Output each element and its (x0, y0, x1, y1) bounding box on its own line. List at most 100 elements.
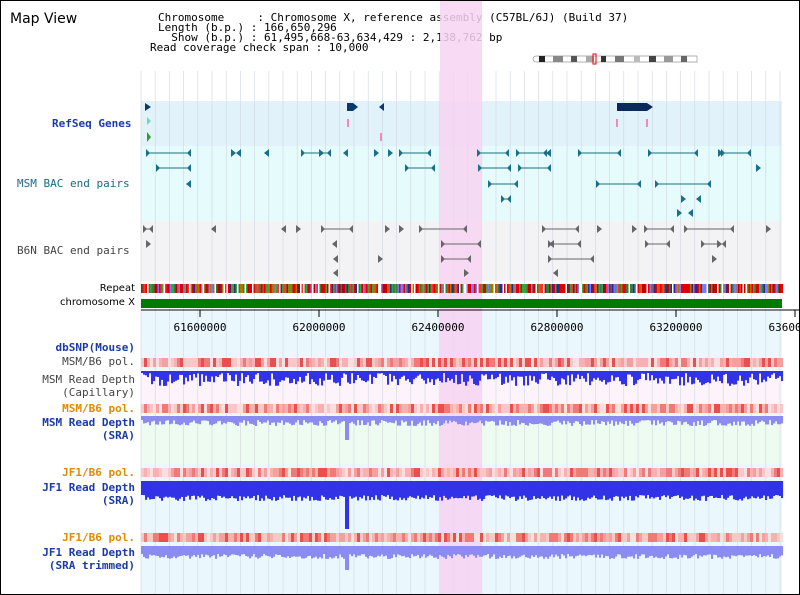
read-depth-bar (721, 371, 724, 384)
repeat-segment (147, 284, 149, 293)
polymorphism-cell (240, 358, 244, 367)
read-depth-bar (713, 416, 716, 421)
polymorphism-cell (327, 404, 331, 413)
read-depth-bar (755, 416, 758, 421)
polymorphism-cell (471, 404, 475, 413)
read-depth-bar (529, 416, 532, 424)
read-depth-bar (403, 546, 406, 556)
polymorphism-cell (579, 533, 583, 542)
read-depth-bar (459, 546, 462, 555)
polymorphism-cell (327, 358, 331, 367)
read-depth-bar (373, 416, 376, 421)
read-depth-bar (435, 481, 438, 501)
repeat-segment (492, 284, 494, 293)
repeat-segment (375, 284, 377, 293)
polymorphism-cell (669, 533, 673, 542)
read-depth-bar (725, 371, 728, 374)
polymorphism-cell (519, 533, 523, 542)
polymorphism-cell (441, 468, 445, 477)
repeat-segment (273, 284, 275, 293)
polymorphism-cell (264, 358, 268, 367)
read-depth-bar (375, 481, 378, 496)
read-depth-bar (737, 546, 740, 556)
repeat-segment (502, 284, 505, 293)
repeat-segment (406, 284, 409, 293)
track-label-msm-read-depth-capillary[interactable]: MSM Read Depth (42, 373, 135, 386)
polymorphism-cell (426, 533, 430, 542)
read-depth-bar (651, 371, 654, 376)
read-depth-bar (143, 416, 146, 424)
read-depth-bar (683, 481, 686, 500)
track-label-msm-read-depth-sra[interactable]: MSM Read Depth (42, 416, 135, 429)
read-depth-bar (519, 546, 522, 557)
polymorphism-cell (483, 468, 487, 477)
track-label-msm-b6-pol-sra[interactable]: MSM/B6 pol. (62, 402, 135, 415)
read-depth-bar (377, 546, 380, 556)
read-depth-bar (275, 546, 278, 555)
read-depth-bar (233, 371, 236, 382)
chromosome-idiogram-icon[interactable] (531, 53, 699, 65)
read-depth-bar (639, 371, 642, 379)
msm-bac-pair-end (187, 164, 191, 172)
repeat-segment (766, 284, 769, 293)
polymorphism-cell (738, 404, 742, 413)
polymorphism-cell (180, 404, 184, 413)
read-depth-bar (239, 416, 242, 423)
read-depth-bar (673, 416, 676, 425)
read-depth-bar (407, 416, 410, 426)
track-label-jf1-b6-pol[interactable]: JF1/B6 pol. (62, 466, 135, 479)
read-depth-bar (503, 371, 506, 384)
read-depth-bar (179, 481, 182, 499)
read-depth-bar (547, 481, 550, 498)
msm-bac-pair-end (637, 180, 641, 188)
track-label-refseq-genes[interactable]: RefSeq Genes (52, 117, 132, 130)
b6n-bac-pair-end (670, 225, 674, 233)
polymorphism-cell (723, 468, 727, 477)
track-label-msm-bac[interactable]: MSM BAC end pairs (17, 177, 130, 190)
repeat-segment (304, 284, 307, 293)
read-depth-bar (565, 371, 568, 385)
repeat-segment (343, 284, 346, 293)
polymorphism-cell (351, 468, 355, 477)
polymorphism-cell (174, 358, 178, 367)
read-depth-bar (155, 546, 158, 556)
read-depth-bar (633, 416, 636, 426)
polymorphism-cell (168, 533, 172, 542)
track-label-dbsnp[interactable]: dbSNP(Mouse) (55, 341, 135, 354)
track-label-jf1-sra-sub: (SRA) (101, 494, 135, 507)
polymorphism-cell (189, 533, 193, 542)
read-depth-bar (597, 546, 600, 555)
track-label-b6n-bac[interactable]: B6N BAC end pairs (17, 244, 130, 257)
track-label-jf1-read-depth-trim[interactable]: JF1 Read Depth (42, 546, 135, 559)
read-depth-bar (373, 371, 376, 377)
repeat-segment (579, 284, 581, 293)
polymorphism-cell (555, 533, 559, 542)
read-depth-bar (741, 546, 744, 556)
polymorphism-cell (573, 404, 577, 413)
polymorphism-cell (507, 533, 511, 542)
repeat-segment (192, 284, 194, 293)
polymorphism-cell (423, 358, 427, 367)
polymorphism-cell (438, 404, 442, 413)
polymorphism-cell (366, 468, 370, 477)
track-label-jf1-read-depth-sra[interactable]: JF1 Read Depth (42, 481, 135, 494)
polymorphism-cell (507, 468, 511, 477)
polymorphism-cell (564, 404, 568, 413)
track-label-msm-b6-pol[interactable]: MSM/B6 pol. (62, 355, 135, 368)
read-depth-bar (727, 481, 730, 498)
read-depth-bar (593, 546, 596, 555)
polymorphism-cell (441, 358, 445, 367)
read-depth-bar (233, 546, 236, 555)
polymorphism-cell (738, 468, 742, 477)
msm-bac-pair-end (477, 149, 481, 157)
polymorphism-cell (213, 404, 217, 413)
read-depth-bar (557, 481, 560, 497)
repeat-segment (694, 284, 697, 293)
read-depth-bar (291, 416, 294, 426)
repeat-segment (442, 284, 445, 293)
polymorphism-cell (744, 358, 748, 367)
read-depth-bar (207, 481, 210, 500)
polymorphism-cell (219, 468, 223, 477)
track-label-jf1-b6-pol-trim[interactable]: JF1/B6 pol. (62, 531, 135, 544)
